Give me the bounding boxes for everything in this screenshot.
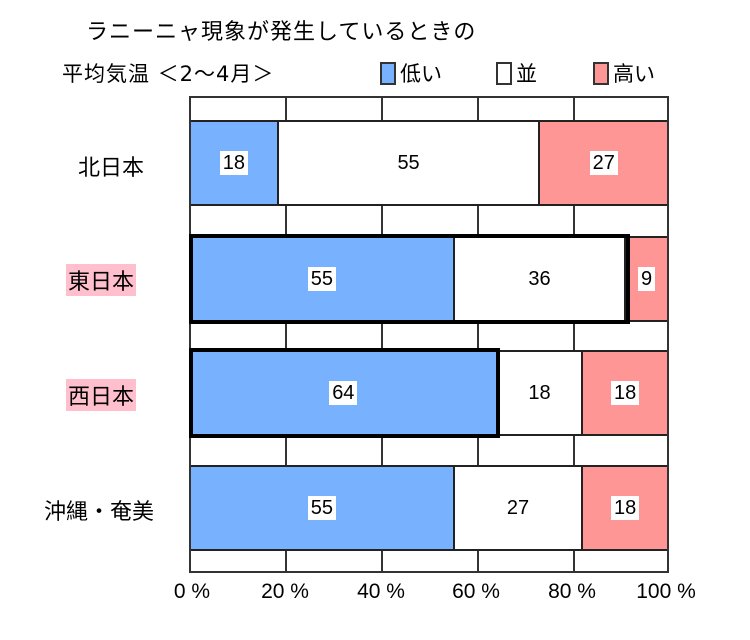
legend-item-mid: 並 <box>496 58 537 88</box>
value-label: 9 <box>638 267 656 291</box>
category-label-east: 東日本 <box>66 264 137 296</box>
bar-segment-low: 55 <box>191 238 453 320</box>
x-tick-0: 0 % <box>173 580 211 603</box>
legend-label-mid: 並 <box>516 62 537 86</box>
x-tick-40: 40 % <box>357 580 405 603</box>
value-label: 55 <box>307 496 337 520</box>
chart-title-line1: ラニーニャ現象が発生しているときの <box>86 20 477 45</box>
legend-item-low: 低い <box>380 58 442 88</box>
bar-segment-high: 27 <box>538 122 667 204</box>
bar-segment-high: 18 <box>581 352 667 434</box>
bar-row-north: 18 55 27 <box>191 120 667 206</box>
category-label-okinawa: 沖縄・奄美 <box>44 500 155 525</box>
value-label: 27 <box>589 151 618 175</box>
bar-segment-low: 18 <box>191 122 277 204</box>
bar-row-west: 64 18 18 <box>191 350 667 436</box>
value-label: 18 <box>219 151 248 175</box>
value-label: 18 <box>611 381 640 405</box>
x-tick-100: 100 % <box>636 580 696 603</box>
value-label: 27 <box>506 496 530 519</box>
x-tick-20: 20 % <box>261 580 309 603</box>
gridline-20 <box>285 98 287 571</box>
legend-swatch-mid <box>496 61 512 85</box>
x-tick-60: 60 % <box>452 580 500 603</box>
bar-segment-low: 64 <box>191 352 496 434</box>
bar-segment-high: 9 <box>624 238 667 320</box>
value-label: 36 <box>528 267 551 290</box>
value-label: 18 <box>611 496 640 520</box>
legend-swatch-low <box>380 61 396 85</box>
category-label-west: 西日本 <box>66 379 137 411</box>
bar-segment-mid: 36 <box>452 238 625 320</box>
value-label: 18 <box>528 381 551 404</box>
gridline-40 <box>381 98 383 571</box>
category-label-north: 北日本 <box>78 156 145 181</box>
value-label: 55 <box>397 151 420 174</box>
gridline-80 <box>573 98 575 571</box>
bar-segment-high: 18 <box>581 467 667 549</box>
legend-label-high: 高い <box>613 62 655 86</box>
bar-segment-low: 55 <box>191 467 453 549</box>
x-tick-80: 80 % <box>548 580 596 603</box>
gridline-60 <box>477 98 479 571</box>
legend-swatch-high <box>593 61 609 85</box>
legend-item-high: 高い <box>593 58 655 88</box>
value-label: 64 <box>329 381 358 405</box>
bar-row-okinawa: 55 27 18 <box>191 465 667 551</box>
bar-segment-mid: 55 <box>276 122 539 204</box>
value-label: 55 <box>307 267 337 291</box>
bar-segment-mid: 27 <box>452 467 582 549</box>
plot-area: 18 55 27 55 36 9 64 18 18 55 27 18 <box>189 96 669 573</box>
legend-label-low: 低い <box>400 62 442 86</box>
bar-segment-mid: 18 <box>495 352 582 434</box>
chart-title-line2: 平均気温 ＜2〜4月＞ <box>62 62 275 86</box>
bar-row-east: 55 36 9 <box>191 236 667 322</box>
